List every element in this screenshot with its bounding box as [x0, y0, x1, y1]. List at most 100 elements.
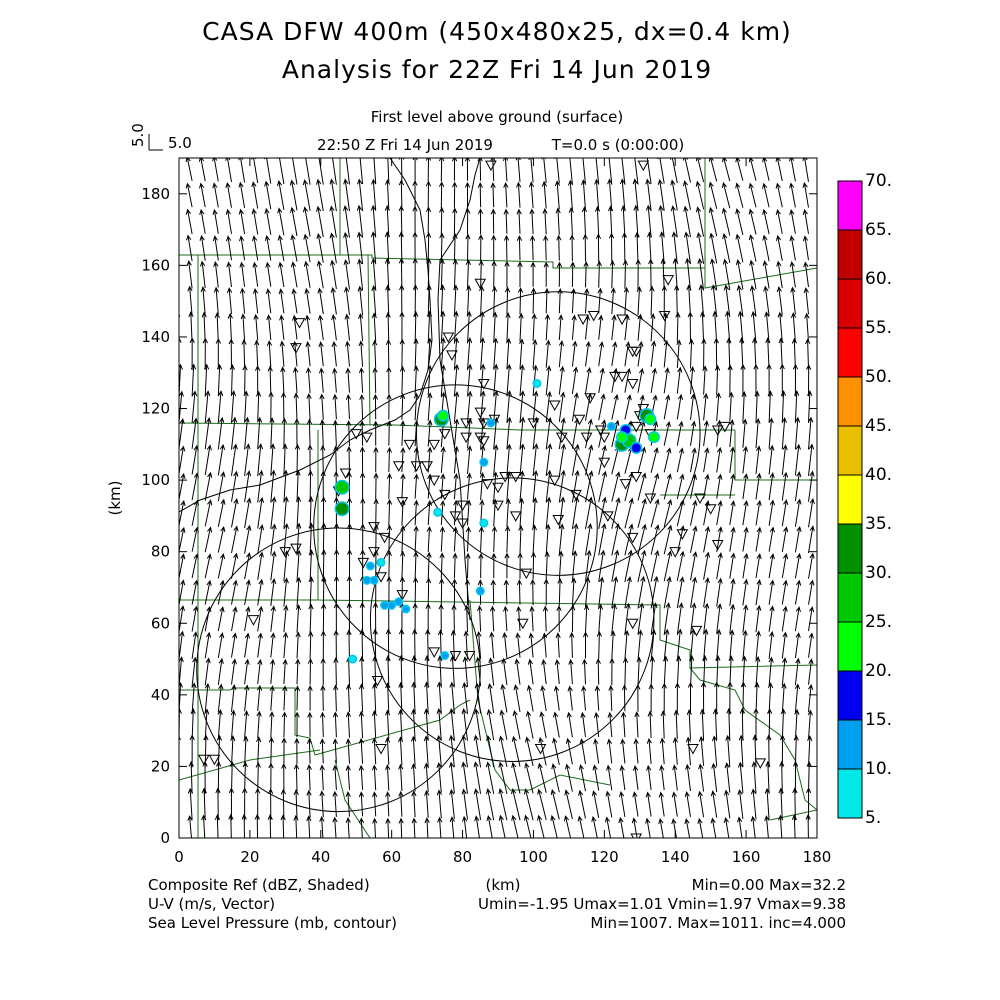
radar-site-marker — [421, 461, 433, 472]
reflectivity-echoes — [334, 378, 660, 664]
radar-site-marker — [463, 650, 476, 662]
y-tick-label: 180 — [141, 185, 170, 203]
echo-cell — [349, 656, 356, 663]
radar-site-marker — [509, 472, 522, 483]
radar-site-marker — [456, 518, 469, 530]
radar-site-marker — [616, 314, 628, 326]
y-tick-label: 100 — [141, 471, 170, 489]
radar-site-marker — [290, 543, 302, 555]
subtitle: First level above ground (surface) — [371, 108, 624, 126]
x-axis: 0 20 40 60 80 100 120 140 160 180 — [174, 158, 831, 866]
y-tick-label: 120 — [141, 400, 170, 418]
radar-site-marker — [619, 479, 632, 490]
x-tick-label: 40 — [311, 848, 330, 866]
radar-site-marker — [392, 461, 405, 472]
colorbar-swatch — [837, 768, 863, 819]
radar-site-marker — [609, 371, 621, 383]
echo-cell — [441, 652, 448, 659]
radar-site-marker — [474, 407, 487, 419]
footer-field-pressure: Sea Level Pressure (mb, contour) — [148, 914, 397, 932]
radar-site-marker — [428, 439, 441, 451]
colorbar-swatch — [837, 719, 863, 770]
radar-site-marker — [477, 436, 490, 447]
radar-site-marker — [577, 314, 589, 326]
echo-cell — [434, 509, 441, 516]
radar-site-marker — [428, 475, 441, 487]
x-tick-label: 120 — [590, 848, 619, 866]
echo-cell — [631, 443, 641, 453]
colorbar-swatch — [837, 376, 863, 427]
radar-range-ring — [415, 291, 701, 576]
radar-site-marker — [279, 547, 292, 558]
echo-cell — [367, 563, 374, 569]
footer: Composite Ref (dBZ, Shaded) U-V (m/s, Ve… — [148, 876, 846, 932]
radar-site-marker — [499, 472, 511, 483]
radar-site-marker — [626, 532, 639, 544]
radar-site-marker — [555, 432, 568, 444]
county-line-river — [469, 599, 611, 791]
radar-site-marker — [460, 432, 472, 444]
map-background — [179, 158, 817, 838]
pressure-contour-1007 — [179, 158, 433, 513]
radar-site-marker — [676, 529, 689, 540]
echo-cell — [477, 588, 484, 595]
map-frame — [178, 157, 818, 839]
y-axis: 0 20 40 60 80 100 120 140 160 180 — [141, 185, 817, 847]
radar-site-marker — [630, 421, 643, 433]
colorbar-swatch — [837, 327, 863, 378]
radar-site-marker — [438, 489, 451, 501]
radar-site-marker — [485, 160, 497, 172]
county-line-southeast — [769, 809, 817, 821]
reference-vector-label: 5.0 — [168, 134, 192, 152]
echo-cell — [370, 577, 377, 584]
title-line-1: CASA DFW 400m (450x480x25, dx=0.4 km) — [202, 17, 792, 46]
radar-site-marker — [368, 547, 380, 558]
footer-stats-pressure: Min=1007. Max=1011. inc=4.000 — [590, 914, 846, 932]
colorbar-label: 40. — [865, 465, 892, 485]
echo-cell — [395, 598, 402, 605]
radar-site-marker — [754, 758, 767, 769]
radar-site-marker — [396, 497, 409, 508]
colorbar-swatch — [837, 278, 863, 329]
time-label: 22:50 Z Fri 14 Jun 2019 — [317, 136, 493, 154]
y-tick-label: 80 — [151, 543, 170, 561]
radar-range-rings — [196, 291, 701, 813]
pressure-contour-1011 — [437, 158, 481, 621]
radar-site-marker — [509, 511, 522, 522]
y-tick-label: 140 — [141, 328, 170, 346]
map-panel: 0 20 40 60 80 100 120 140 160 180 0 20 40 60 80 100 120… — [106, 157, 831, 866]
footer-stats-reflectivity: Min=0.00 Max=32.2 — [692, 876, 846, 894]
radar-site-marker — [598, 432, 611, 444]
radar-site-marker — [552, 514, 565, 526]
colorbar-label: 65. — [865, 220, 892, 240]
radar-site-marker — [548, 400, 561, 411]
time-offset: T=0.0 s (0:00:00) — [551, 136, 684, 154]
radar-site-marker — [626, 378, 639, 390]
radar-site-marker — [290, 343, 302, 354]
colorbar-swatch — [837, 180, 863, 231]
radar-site-marker — [410, 461, 423, 472]
radar-site-marker — [658, 310, 671, 322]
x-tick-label: 100 — [519, 848, 548, 866]
x-tick-label: 60 — [382, 848, 401, 866]
colorbar-swatch — [837, 229, 863, 280]
radar-site-marker — [630, 346, 643, 358]
radar-site-marker — [711, 540, 724, 551]
colorbar-label: 15. — [865, 710, 892, 730]
x-tick-label: 80 — [453, 848, 472, 866]
x-tick-label: 140 — [661, 848, 690, 866]
echo-cell — [608, 423, 615, 430]
reference-vector-rotated-label: 5.0 — [129, 123, 147, 147]
county-line-south-middle — [179, 430, 817, 669]
radar-site-marker — [208, 754, 221, 766]
radar-site-marker — [474, 278, 487, 290]
footer-field-reflectivity: Composite Ref (dBZ, Shaded) — [148, 876, 370, 894]
radar-site-marker — [711, 425, 724, 437]
echo-cell — [378, 559, 385, 566]
radar-site-marker — [442, 332, 455, 343]
y-tick-label: 20 — [151, 757, 170, 775]
colorbar-swatch — [837, 572, 863, 623]
radar-site-marker — [637, 160, 650, 172]
radar-site-marker — [626, 618, 639, 630]
radar-site-marker — [368, 522, 380, 533]
